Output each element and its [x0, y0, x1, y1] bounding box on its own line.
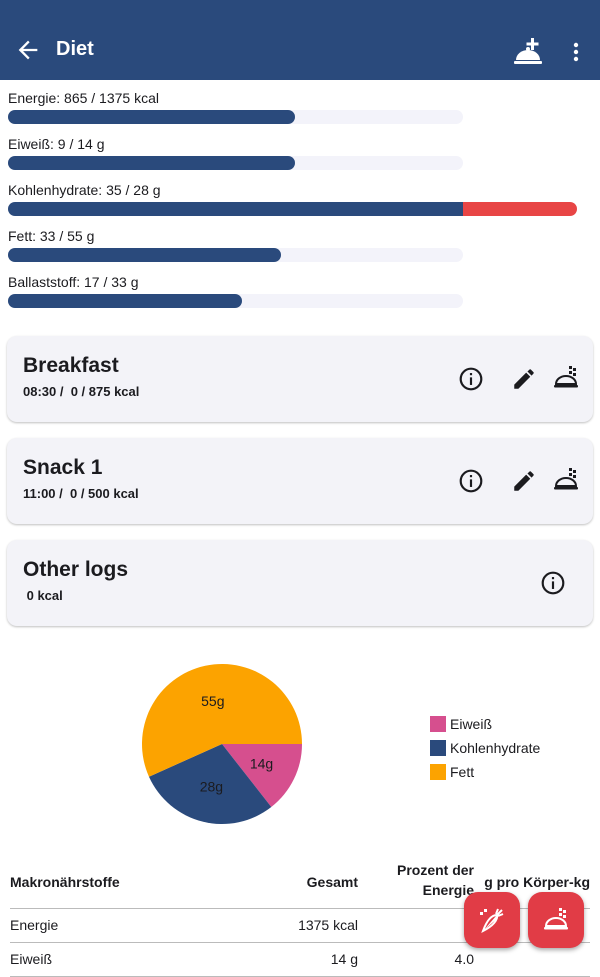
- legend-swatch: [430, 716, 446, 732]
- meal-card-snack[interactable]: Snack 1 11:00 / 0 / 500 kcal: [7, 438, 593, 524]
- more-vert-icon[interactable]: [566, 40, 586, 64]
- table-cell: [358, 908, 474, 943]
- progress-track: [8, 294, 463, 308]
- app-bar: Diet: [0, 0, 600, 80]
- goal-label: Fett: 33 / 55 g: [8, 228, 95, 244]
- info-icon[interactable]: [540, 570, 566, 596]
- meal-summary: 08:30 / 0 / 875 kcal: [23, 384, 140, 399]
- column-header: Makronährstoffe: [10, 858, 230, 909]
- progress-track: [8, 202, 577, 216]
- goal-label: Eiweiß: 9 / 14 g: [8, 136, 105, 152]
- legend-label: Kohlenhydrate: [450, 740, 541, 756]
- legend-label: Fett: [450, 764, 475, 780]
- pie-slice-eiweiß: [222, 744, 302, 808]
- pie-slice-label: 28g: [200, 779, 223, 795]
- legend-label: Eiweiß: [450, 716, 493, 732]
- pie-legend: Eiweiß Kohlenhydrate Fett: [430, 712, 540, 784]
- progress-fill: [8, 248, 281, 262]
- progress-track: [8, 248, 463, 262]
- progress-track: [8, 156, 463, 170]
- log-meal-icon[interactable]: [552, 364, 580, 392]
- goal-fiber: Ballaststoff: 17 / 33 g: [8, 264, 598, 310]
- log-meal-icon: [544, 908, 568, 930]
- add-meal-icon[interactable]: [512, 36, 544, 68]
- meal-card-breakfast[interactable]: Breakfast 08:30 / 0 / 875 kcal: [7, 336, 593, 422]
- carrot-icon: [480, 908, 504, 934]
- goal-label: Kohlenhydrate: 35 / 28 g: [8, 182, 161, 198]
- meal-summary: 11:00 / 0 / 500 kcal: [23, 486, 139, 501]
- pie-slice-kohlenhydrate: [148, 744, 272, 824]
- legend-item: Fett: [430, 760, 540, 784]
- table-cell: 14 g: [230, 942, 358, 977]
- legend-swatch: [430, 764, 446, 780]
- legend-item: Kohlenhydrate: [430, 736, 540, 760]
- info-icon[interactable]: [458, 366, 484, 392]
- table-cell: Eiweiß: [10, 942, 230, 977]
- legend-item: Eiweiß: [430, 712, 540, 736]
- column-header: Prozent der Energie: [358, 858, 474, 909]
- edit-icon[interactable]: [511, 468, 537, 494]
- log-meal-fab[interactable]: [528, 892, 584, 948]
- page-title: Diet: [56, 38, 94, 60]
- progress-fill: [8, 156, 295, 170]
- log-meal-icon[interactable]: [552, 466, 580, 494]
- info-icon[interactable]: [458, 468, 484, 494]
- meal-name: Snack 1: [23, 456, 103, 479]
- pie-slice-fett: [142, 664, 302, 777]
- table-cell: 4.0: [358, 942, 474, 977]
- progress-fill: [8, 294, 242, 308]
- meal-name: Breakfast: [23, 354, 119, 377]
- goal-fat: Fett: 33 / 55 g: [8, 218, 598, 264]
- goal-label: Ballaststoff: 17 / 33 g: [8, 274, 139, 290]
- progress-track: [8, 110, 463, 124]
- edit-icon[interactable]: [511, 366, 537, 392]
- progress-over-goal: [463, 202, 577, 216]
- legend-swatch: [430, 740, 446, 756]
- table-cell: Energie: [10, 908, 230, 943]
- table-cell: 1375 kcal: [230, 908, 358, 943]
- progress-fill: [8, 202, 463, 216]
- goal-carbs: Kohlenhydrate: 35 / 28 g: [8, 172, 598, 218]
- goal-label: Energie: 865 / 1375 kcal: [8, 90, 159, 106]
- progress-fill: [8, 110, 295, 124]
- pie-slice-label: 14g: [250, 755, 273, 771]
- goal-protein: Eiweiß: 9 / 14 g: [8, 126, 598, 172]
- pie-slice-label: 55g: [201, 693, 224, 709]
- meal-name: Other logs: [23, 558, 129, 581]
- macro-pie-chart: 14g 28g 55g: [142, 664, 302, 824]
- meal-summary: 0 kcal: [23, 588, 63, 603]
- log-ingredient-fab[interactable]: [464, 892, 520, 948]
- goal-energy: Energie: 865 / 1375 kcal: [8, 80, 598, 126]
- other-logs-card[interactable]: Other logs 0 kcal: [7, 540, 593, 626]
- column-header: Gesamt: [230, 858, 358, 909]
- back-arrow-icon[interactable]: [14, 36, 42, 64]
